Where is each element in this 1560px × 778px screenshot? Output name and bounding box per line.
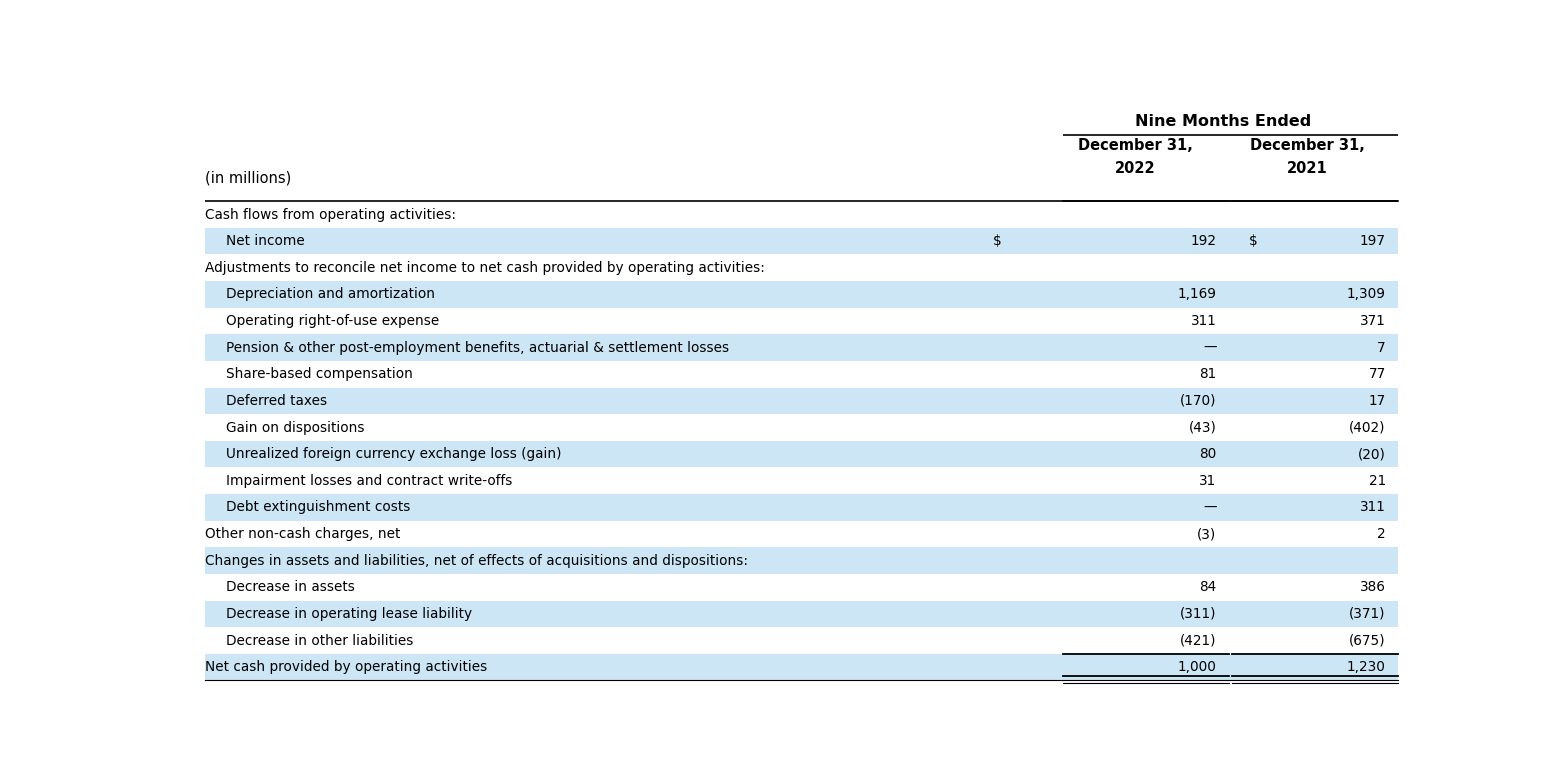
Text: Impairment losses and contract write-offs: Impairment losses and contract write-off… [226, 474, 513, 488]
Text: (in millions): (in millions) [204, 170, 290, 185]
Bar [204, 574, 1398, 601]
Text: $: $ [1250, 234, 1257, 248]
Text: 371: 371 [1360, 314, 1385, 328]
Text: 311: 311 [1360, 500, 1385, 514]
Text: 386: 386 [1360, 580, 1385, 594]
Text: (20): (20) [1359, 447, 1385, 461]
Text: Other non-cash charges, net: Other non-cash charges, net [204, 527, 399, 541]
Text: (43): (43) [1189, 420, 1217, 434]
Text: Operating right-of-use expense: Operating right-of-use expense [226, 314, 440, 328]
Text: 1,000: 1,000 [1178, 660, 1217, 674]
Text: $: $ [994, 234, 1002, 248]
Text: 1,230: 1,230 [1346, 660, 1385, 674]
Text: Pension & other post-employment benefits, actuarial & settlement losses: Pension & other post-employment benefits… [226, 341, 730, 355]
Text: Net cash provided by operating activities: Net cash provided by operating activitie… [204, 660, 487, 674]
Text: December 31,: December 31, [1250, 138, 1365, 153]
Text: Decrease in other liabilities: Decrease in other liabilities [226, 633, 413, 647]
Text: Decrease in assets: Decrease in assets [226, 580, 356, 594]
Bar [204, 654, 1398, 681]
Text: 1,309: 1,309 [1346, 287, 1385, 301]
Text: Net income: Net income [226, 234, 306, 248]
Text: (311): (311) [1179, 607, 1217, 621]
Text: Depreciation and amortization: Depreciation and amortization [226, 287, 435, 301]
Text: 77: 77 [1368, 367, 1385, 381]
Text: Unrealized foreign currency exchange loss (gain): Unrealized foreign currency exchange los… [226, 447, 562, 461]
Text: —: — [1203, 341, 1217, 355]
Text: 17: 17 [1368, 394, 1385, 408]
Text: —: — [1203, 500, 1217, 514]
Text: 197: 197 [1360, 234, 1385, 248]
Text: 81: 81 [1200, 367, 1217, 381]
Text: 2: 2 [1377, 527, 1385, 541]
Text: 21: 21 [1368, 474, 1385, 488]
Bar [204, 307, 1398, 335]
Bar [204, 202, 1398, 228]
Text: (421): (421) [1179, 633, 1217, 647]
Bar [204, 361, 1398, 387]
Bar [204, 228, 1398, 254]
Text: Adjustments to reconcile net income to net cash provided by operating activities: Adjustments to reconcile net income to n… [204, 261, 764, 275]
Text: Changes in assets and liabilities, net of effects of acquisitions and dispositio: Changes in assets and liabilities, net o… [204, 554, 747, 568]
Text: Nine Months Ended: Nine Months Ended [1134, 114, 1310, 129]
Text: 2021: 2021 [1287, 161, 1328, 176]
Bar [204, 601, 1398, 627]
Text: 192: 192 [1190, 234, 1217, 248]
Text: (371): (371) [1349, 607, 1385, 621]
Text: Share-based compensation: Share-based compensation [226, 367, 413, 381]
Bar [204, 468, 1398, 494]
Bar [204, 494, 1398, 520]
Bar [204, 520, 1398, 547]
Text: Deferred taxes: Deferred taxes [226, 394, 328, 408]
Text: December 31,: December 31, [1078, 138, 1193, 153]
Text: Decrease in operating lease liability: Decrease in operating lease liability [226, 607, 473, 621]
Text: (170): (170) [1179, 394, 1217, 408]
Text: 31: 31 [1200, 474, 1217, 488]
Text: (675): (675) [1349, 633, 1385, 647]
Text: Gain on dispositions: Gain on dispositions [226, 420, 365, 434]
Text: (3): (3) [1198, 527, 1217, 541]
Bar [204, 627, 1398, 654]
Bar [204, 414, 1398, 441]
Text: 7: 7 [1377, 341, 1385, 355]
Text: (402): (402) [1349, 420, 1385, 434]
Text: 84: 84 [1200, 580, 1217, 594]
Text: 311: 311 [1190, 314, 1217, 328]
Bar [204, 441, 1398, 468]
Bar [204, 547, 1398, 574]
Bar [204, 387, 1398, 414]
Text: 1,169: 1,169 [1178, 287, 1217, 301]
Text: 2022: 2022 [1115, 161, 1156, 176]
Bar [204, 335, 1398, 361]
Bar [204, 281, 1398, 307]
Text: 80: 80 [1200, 447, 1217, 461]
Text: Debt extinguishment costs: Debt extinguishment costs [226, 500, 410, 514]
Bar [204, 254, 1398, 281]
Text: Cash flows from operating activities:: Cash flows from operating activities: [204, 208, 456, 222]
